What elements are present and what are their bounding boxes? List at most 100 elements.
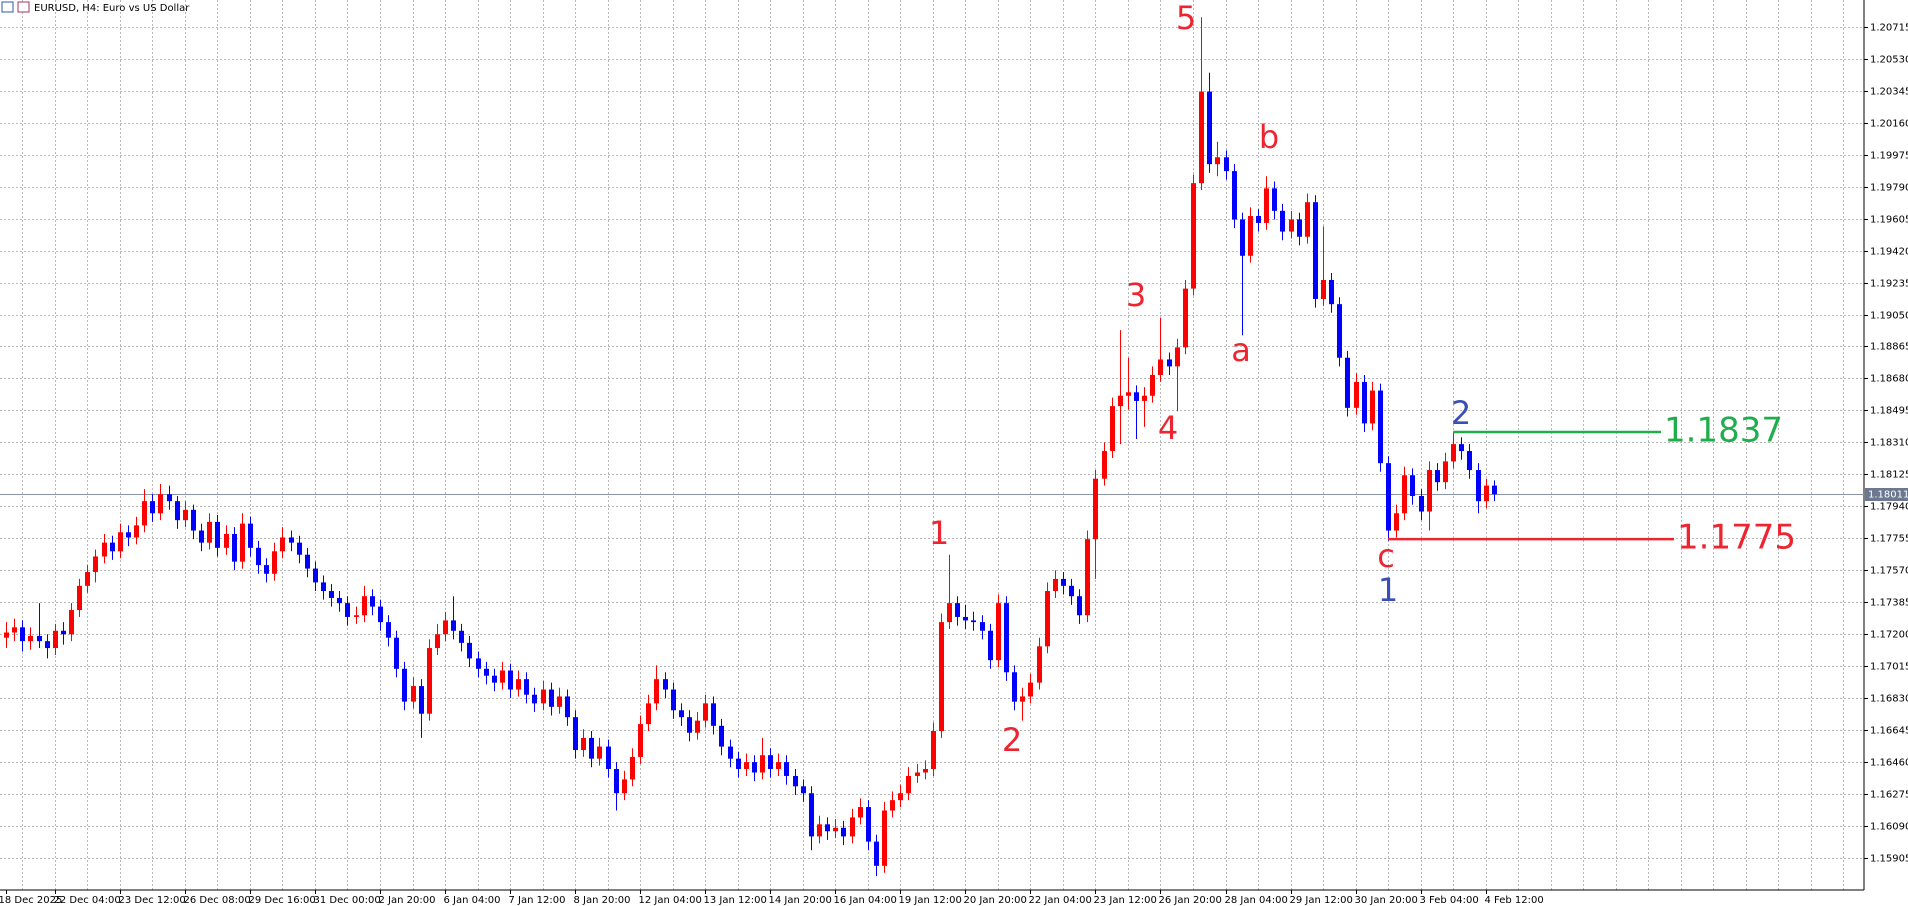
candle-body (476, 658, 481, 669)
candle-body (1467, 451, 1472, 471)
candle-body (1402, 475, 1407, 514)
candle-body (1370, 390, 1375, 424)
candle-body (1297, 219, 1302, 237)
x-tick-label: 4 Feb 12:00 (1485, 895, 1544, 906)
candle-body (866, 807, 871, 842)
x-tick-label: 14 Jan 20:00 (769, 895, 832, 906)
candle-body (126, 532, 131, 538)
candle-body (980, 622, 985, 631)
candle-body (971, 620, 976, 623)
candle-body (118, 532, 123, 552)
y-tick-label: 1.19975 (1870, 151, 1908, 162)
candle-body (53, 630, 58, 649)
candle-body (1093, 478, 1098, 540)
candle-body (541, 689, 546, 704)
candle-body (1191, 183, 1196, 289)
x-tick-label: 3 Feb 04:00 (1420, 895, 1479, 906)
candle-body (1020, 696, 1025, 702)
candle-body (142, 501, 147, 526)
candle-body (614, 769, 619, 794)
candle-body (776, 762, 781, 770)
candle-body (923, 769, 928, 773)
candle-body (1459, 444, 1464, 452)
candle-body (841, 827, 846, 837)
candle-body (703, 703, 708, 721)
y-tick-label: 1.16460 (1870, 758, 1908, 769)
candle-body (93, 556, 98, 573)
candle-body (1419, 495, 1424, 512)
candle-body (1362, 381, 1367, 424)
candle-body (606, 746, 611, 770)
candle-body (419, 686, 424, 714)
candle-body (663, 679, 668, 690)
candle-body (1264, 188, 1269, 223)
candle-body (1289, 219, 1294, 232)
candle-body (37, 635, 42, 642)
candle-body (573, 717, 578, 751)
candle-body (467, 642, 472, 659)
candle-body (1305, 202, 1310, 237)
candle-body (817, 824, 822, 837)
candle-body (427, 648, 432, 714)
candle-body (622, 779, 627, 794)
wave-label: a (1231, 331, 1251, 369)
candle-body (589, 737, 594, 759)
y-tick-label: 1.18125 (1870, 470, 1908, 481)
candle-body (581, 737, 586, 751)
candle-body (1150, 375, 1155, 396)
candle-body (248, 523, 253, 548)
candle-body (329, 591, 334, 598)
candle-body (1028, 682, 1033, 697)
candle-body (784, 762, 789, 776)
y-tick-label: 1.17570 (1870, 566, 1908, 577)
candle-body (1410, 475, 1415, 496)
candle-body (728, 746, 733, 759)
icon (1, 1, 14, 13)
candle-body (28, 635, 33, 642)
candle-body (20, 627, 25, 642)
candle-body (1085, 539, 1090, 616)
y-tick-label: 1.17200 (1870, 630, 1908, 641)
x-tick-label: 22 Dec 04:00 (54, 895, 121, 906)
candle-body (191, 509, 196, 531)
x-tick-label: 13 Jan 12:00 (704, 895, 767, 906)
candle-body (1045, 591, 1050, 647)
candle-body (1061, 578, 1066, 586)
icon (17, 1, 30, 13)
candle-body (354, 615, 359, 617)
wave-label: 5 (1176, 0, 1196, 37)
wave-label: 1 (929, 514, 949, 552)
candle-body (264, 565, 269, 574)
candle-body (508, 670, 513, 690)
candle-body (679, 710, 684, 718)
candle-body (1435, 470, 1440, 483)
grid (0, 0, 1864, 890)
candle-body (744, 762, 749, 770)
candle-body (654, 679, 659, 704)
x-tick-label: 8 Jan 20:00 (574, 895, 631, 906)
candle-body (1215, 157, 1220, 165)
candle-body (565, 696, 570, 718)
y-tick-label: 1.16275 (1870, 790, 1908, 801)
level-label: 1.1775 (1677, 518, 1796, 558)
candle-body (858, 807, 863, 818)
candle-body (1476, 470, 1481, 502)
candle-body (1484, 485, 1489, 502)
y-tick-label: 1.18495 (1870, 406, 1908, 417)
x-tick-label: 19 Jan 12:00 (899, 895, 962, 906)
candle-body (695, 720, 700, 733)
candle-body (1118, 395, 1123, 407)
current-price-tag (1865, 488, 1908, 501)
candle-body (102, 542, 107, 557)
candle-body (362, 596, 367, 616)
candle-body (890, 800, 895, 811)
candle-body (435, 634, 440, 649)
y-tick-label: 1.20715 (1870, 23, 1908, 34)
candle-body (158, 494, 163, 514)
candle-body (1321, 279, 1326, 299)
x-tick-label: 30 Jan 20:00 (1355, 895, 1418, 906)
x-tick-label: 16 Jan 04:00 (834, 895, 897, 906)
candle-body (1012, 672, 1017, 702)
candle-body (345, 603, 350, 617)
